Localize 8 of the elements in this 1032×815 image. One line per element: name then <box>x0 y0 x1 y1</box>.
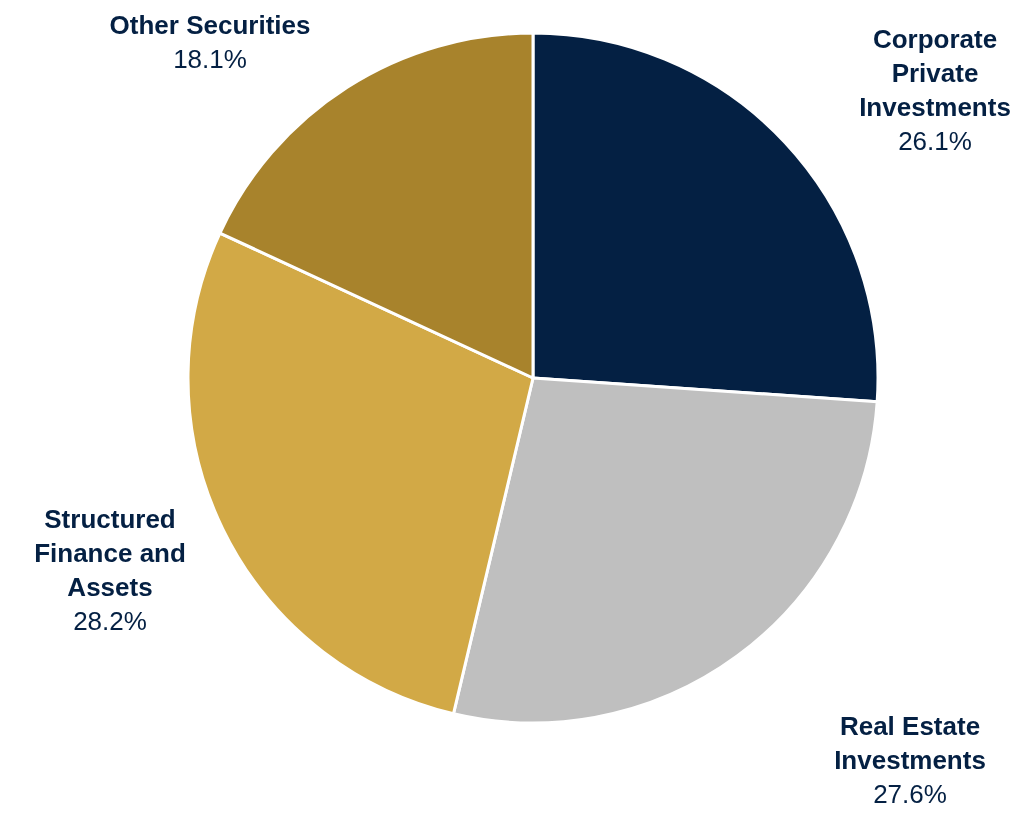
data-label: 27.6% <box>873 779 947 809</box>
slice-label: Real Estate Investments <box>834 711 986 775</box>
slice-label: Other Securities <box>109 10 311 40</box>
slice-label: Corporate Private Investments <box>859 24 1011 122</box>
data-label: 18.1% <box>173 44 247 74</box>
data-label: 26.1% <box>898 126 972 156</box>
slice-label: Structured Finance and Assets <box>34 504 186 602</box>
data-label: 28.2% <box>73 606 147 636</box>
